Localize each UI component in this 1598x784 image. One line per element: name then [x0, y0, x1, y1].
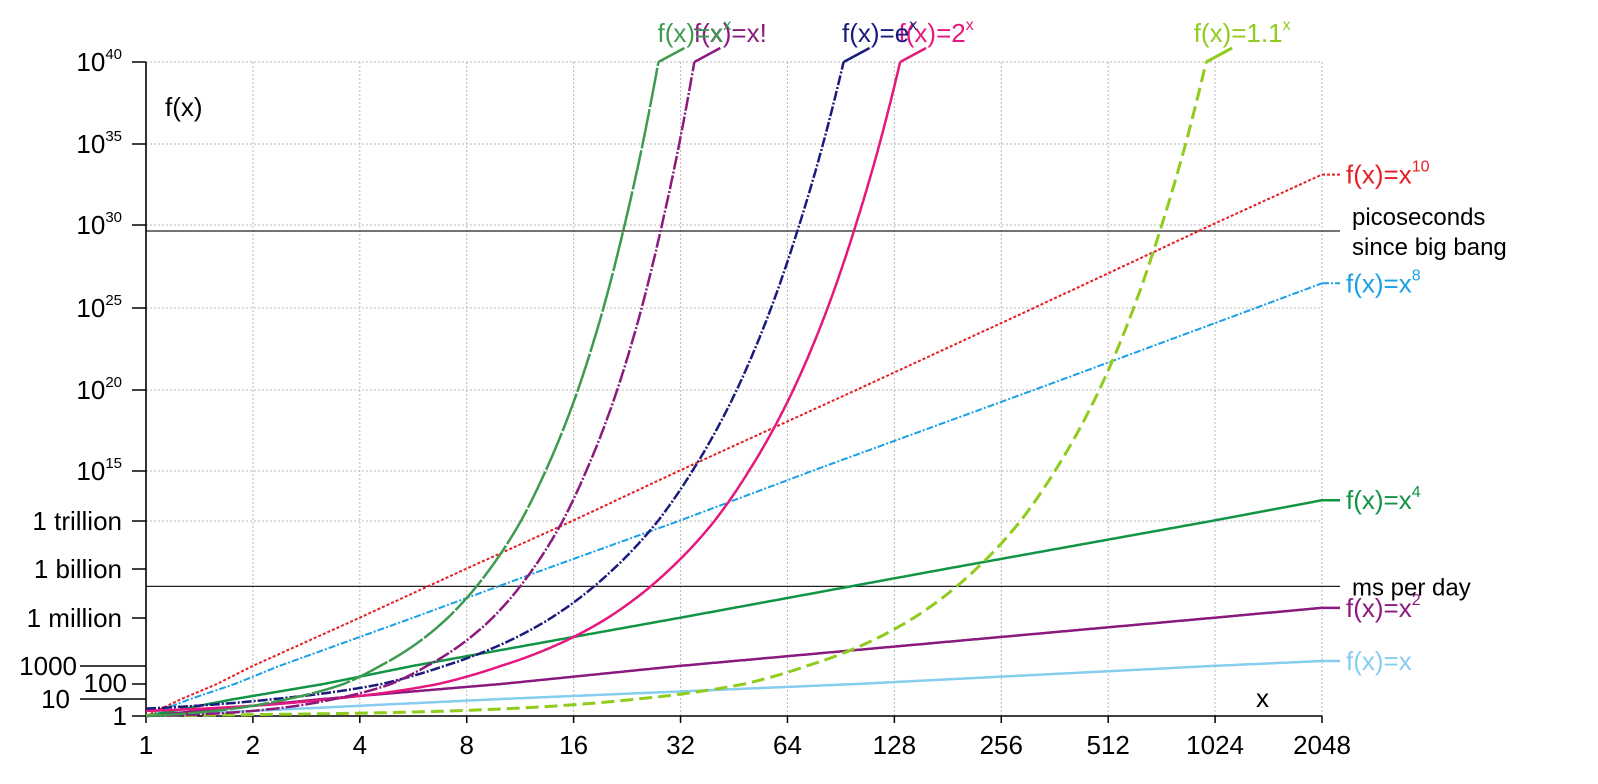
y-tick-label: 1015 [76, 455, 122, 486]
x-tick-label: 1 [139, 730, 153, 760]
series-line [145, 61, 660, 718]
x-tick-label: 2 [246, 730, 260, 760]
series-label: f(x)=x10 [1346, 159, 1430, 190]
series-line [145, 282, 1323, 717]
y-axis-title: f(x) [165, 92, 203, 122]
series-labels: f(x)=x f(x)=x2 f(x)=x4 f(x)=x8 f(x)=x10 f(x)=… [658, 17, 1430, 676]
series-line [145, 61, 902, 713]
y-tick-label: 1020 [76, 374, 122, 405]
x-tick-label: 16 [559, 730, 588, 760]
series-lines [145, 61, 1323, 718]
y-tick-label: 1 million [27, 603, 122, 633]
reference-line-label: picoseconds [1352, 204, 1485, 231]
x-tick-label: 1024 [1186, 730, 1244, 760]
series-line [145, 173, 1323, 717]
series-label-connector [693, 46, 721, 64]
y-tick-label: 1 [113, 701, 127, 731]
series-label: f(x)=x! [694, 18, 767, 48]
series-label: f(x)=x2 [1346, 592, 1421, 623]
series-label-connector [843, 46, 871, 64]
y-tick-label: 1000 [19, 651, 77, 681]
y-tick-label: 10 [41, 684, 70, 714]
series-line [145, 659, 1323, 718]
y-tick-label: 1040 [76, 46, 122, 77]
x-tick-label: 128 [873, 730, 916, 760]
series-label: f(x)=x [1346, 646, 1412, 676]
x-axis-title: x [1256, 683, 1269, 713]
series-label: f(x)=x8 [1346, 267, 1421, 298]
series-line [145, 498, 1323, 718]
series-line [145, 61, 1208, 717]
y-tick-label: 1 trillion [32, 506, 122, 536]
axes [145, 62, 1322, 717]
y-tick-label: 1025 [76, 292, 122, 323]
y-tick-label: 1 billion [34, 554, 122, 584]
series-label: f(x)=x4 [1346, 484, 1421, 515]
series-label: f(x)=1.1x [1194, 17, 1291, 48]
y-tick-label: 1030 [76, 209, 122, 240]
series-label: f(x)=xx [658, 17, 732, 48]
reference-line-label: ms per day [1352, 574, 1471, 601]
x-ticks: 1 2 4 8 16 32 64 128 256 512 1024 2048 [139, 716, 1351, 760]
x-tick-label: 64 [773, 730, 802, 760]
series-line [145, 61, 845, 710]
series-label-connector [899, 46, 927, 64]
x-tick-label: 8 [459, 730, 473, 760]
x-tick-label: 2048 [1293, 730, 1351, 760]
grid [146, 61, 1323, 716]
reference-lines: ms per day picoseconds since big bang [146, 204, 1507, 601]
y-tick-label: 1035 [76, 128, 122, 159]
x-tick-label: 256 [980, 730, 1023, 760]
x-tick-label: 512 [1086, 730, 1129, 760]
series-label: f(x)=ex [842, 17, 917, 48]
reference-line-label: since big bang [1352, 234, 1507, 261]
series-label: f(x)=2x [899, 17, 974, 48]
series-label-connector [1205, 46, 1233, 64]
x-tick-label: 4 [353, 730, 367, 760]
series-label-connector [657, 46, 686, 64]
y-tick-label: 100 [84, 668, 127, 698]
series-line [145, 61, 696, 718]
x-tick-label: 32 [666, 730, 695, 760]
